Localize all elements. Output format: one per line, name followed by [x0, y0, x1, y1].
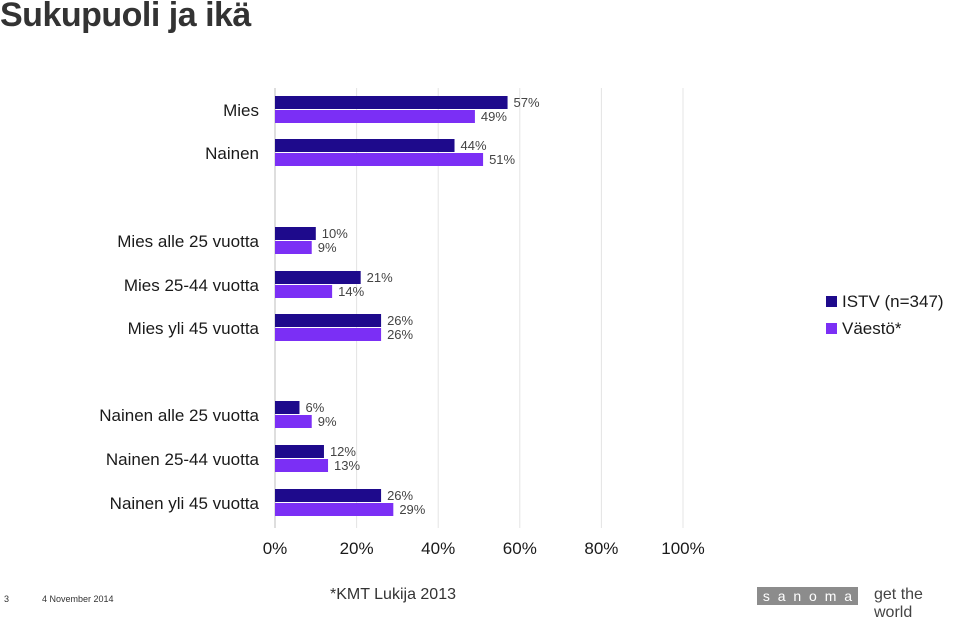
bar-istv-2 [275, 227, 316, 240]
legend-label: ISTV (n=347) [842, 292, 944, 311]
category-label: Mies alle 25 vuotta [117, 232, 259, 251]
category-labels: Mies Nainen Mies alle 25 vuotta Mies 25-44 … [99, 101, 259, 513]
bar-vaesto-1 [275, 153, 484, 166]
page-number: 3 [4, 594, 10, 604]
tick-label: 0% [263, 539, 288, 558]
value-label: 6% [305, 400, 324, 415]
source-footnote: *KMT Lukija 2013 [330, 586, 456, 603]
bar-vaesto-7 [275, 503, 394, 516]
footer-date: 4 November 2014 [42, 594, 114, 604]
tick-label: 60% [503, 539, 537, 558]
tick-labels: 0% 20% 40% 60% 80% 100% [263, 539, 705, 558]
bar-vaesto-0 [275, 110, 475, 123]
category-label: Nainen alle 25 vuotta [99, 406, 259, 425]
bar-vaesto-6 [275, 459, 329, 472]
value-label: 44% [461, 138, 487, 153]
bar-istv-1 [275, 139, 455, 152]
value-label: 49% [481, 109, 507, 124]
bar-istv-3 [275, 271, 361, 284]
value-label: 9% [318, 240, 337, 255]
legend: ISTV (n=347) Väestö* [826, 292, 944, 338]
value-label: 57% [514, 95, 540, 110]
category-label: Nainen yli 45 vuotta [110, 494, 260, 513]
page-title: Sukupuoli ja ikä [0, 0, 251, 34]
bar-istv-7 [275, 489, 382, 502]
category-label: Mies yli 45 vuotta [128, 319, 260, 338]
value-label: 51% [489, 152, 515, 167]
tick-label: 100% [661, 539, 704, 558]
legend-swatch [826, 296, 837, 307]
bar-vaesto-3 [275, 285, 333, 298]
bar-istv-5 [275, 401, 300, 414]
bar-vaesto-4 [275, 328, 382, 341]
tick-label: 80% [584, 539, 618, 558]
value-labels: 57% 44% 10% 21% 26% 6% 12% 26% 49% 51% 9% 14% 26% 9% 1… [305, 95, 540, 517]
tick-label: 40% [421, 539, 455, 558]
value-label: 13% [334, 458, 360, 473]
tagline: get the world [874, 586, 923, 621]
bars [275, 96, 508, 516]
value-label: 26% [387, 327, 413, 342]
bar-istv-0 [275, 96, 508, 109]
value-label: 10% [322, 226, 348, 241]
bar-istv-6 [275, 445, 324, 458]
bar-istv-4 [275, 314, 382, 327]
bar-vaesto-2 [275, 241, 312, 254]
value-label: 12% [330, 444, 356, 459]
value-label: 14% [338, 284, 364, 299]
bar-chart: Mies Nainen Mies alle 25 vuotta Mies 25-44 … [99, 88, 944, 558]
bar-vaesto-5 [275, 415, 312, 428]
legend-swatch [826, 323, 837, 334]
value-label: 21% [367, 270, 393, 285]
category-label: Nainen [205, 144, 259, 163]
value-label: 9% [318, 414, 337, 429]
value-label: 29% [399, 502, 425, 517]
category-label: Nainen 25-44 vuotta [106, 450, 260, 469]
legend-label: Väestö* [842, 319, 902, 338]
category-label: Mies [223, 101, 259, 120]
tick-label: 20% [340, 539, 374, 558]
value-label: 26% [387, 488, 413, 503]
value-label: 26% [387, 313, 413, 328]
category-label: Mies 25-44 vuotta [124, 276, 260, 295]
